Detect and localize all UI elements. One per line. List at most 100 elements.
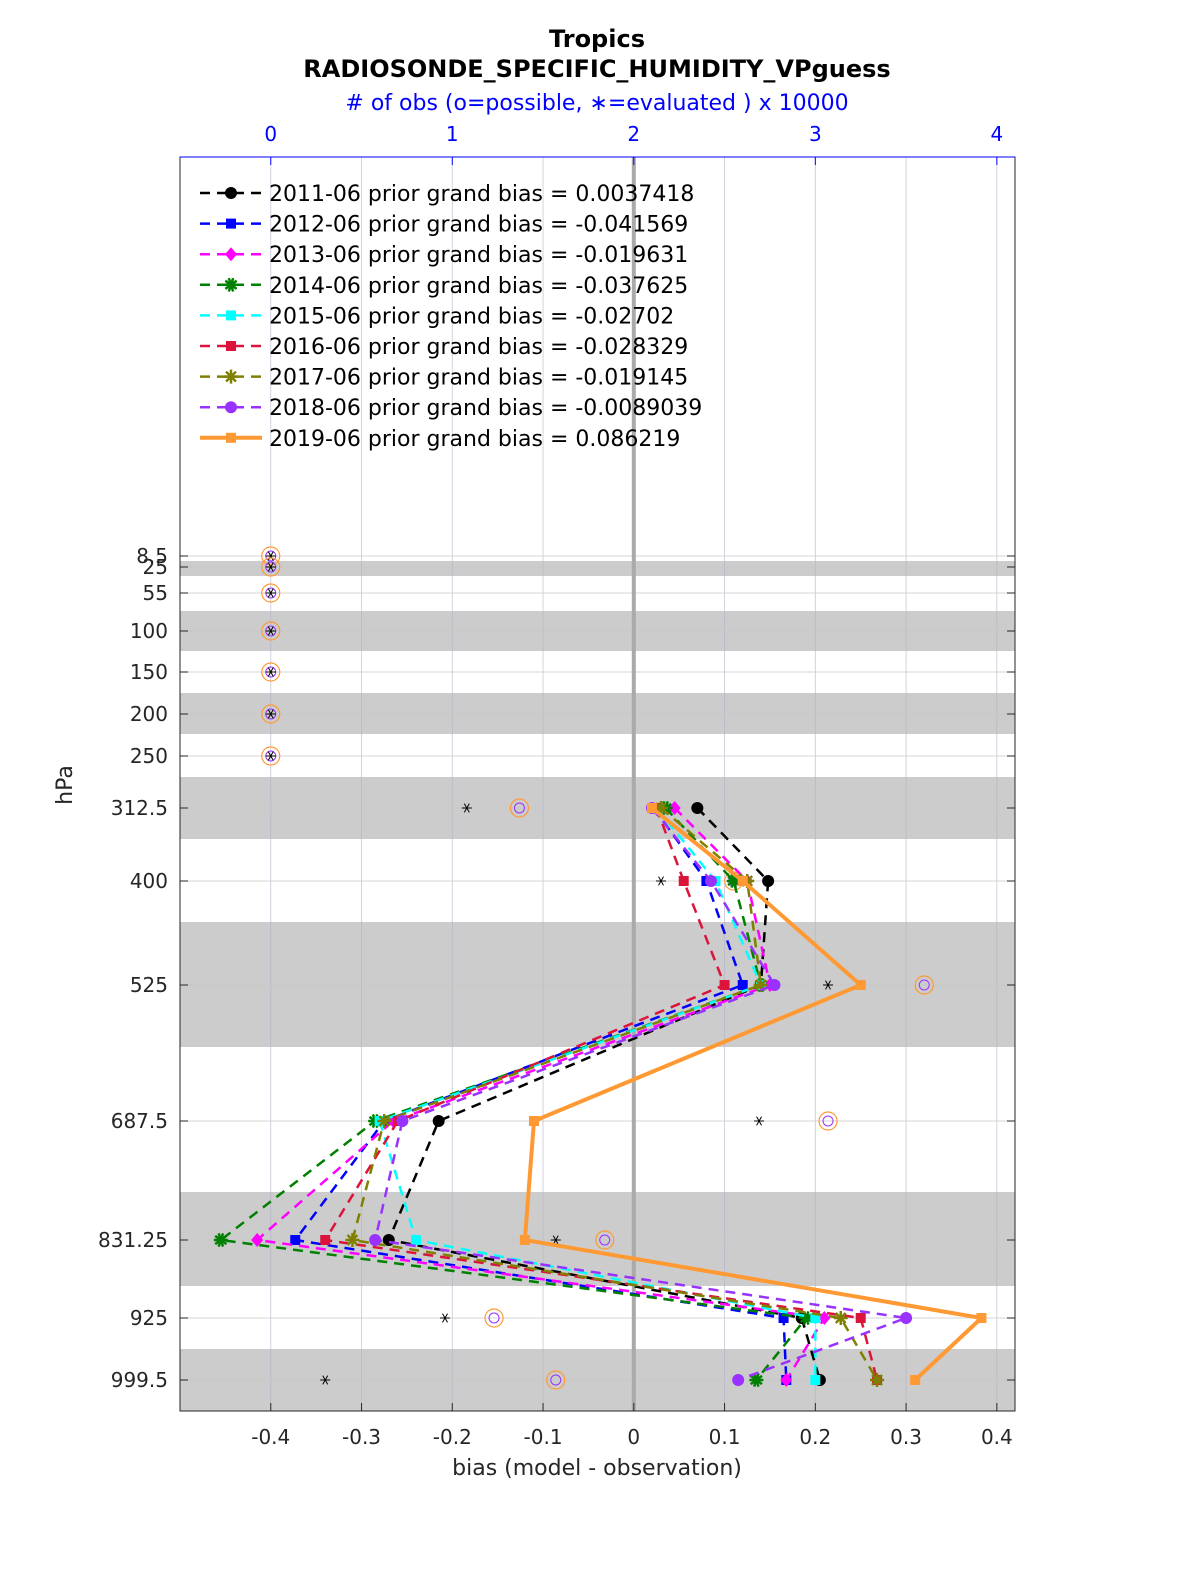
series-point [345,1233,360,1247]
y-tick-label: 100 [130,619,168,643]
y-tick-label: 250 [130,744,168,768]
top-tick-label: 4 [990,122,1003,146]
x-axis-label: bias (model - observation) [452,1456,742,1481]
obs-evaluated-marker [320,1375,331,1385]
series-point [778,1313,789,1323]
top-axis-label: # of obs (o=possible, ∗=evaluated ) x 10… [345,91,848,116]
y-tick-label: 999.5 [111,1368,168,1392]
obs-possible-marker [261,662,281,682]
legend-marker [226,432,236,443]
obs-possible-marker [261,621,281,641]
series-point [870,1373,885,1387]
obs-possible-marker [261,746,281,766]
obs-evaluated-marker [461,803,472,813]
legend-marker [225,247,237,262]
series-point [737,980,748,990]
x-tick-label: 0.2 [799,1425,831,1449]
obs-possible-marker [546,1370,566,1390]
x-tick-label: 0.4 [981,1425,1013,1449]
layer-band [180,561,1015,576]
obs-evaluated-marker [265,667,276,677]
x-tick-label: -0.3 [342,1425,381,1449]
obs-evaluated-marker [440,1313,451,1323]
chart-subtitle: RADIOSONDE_SPECIFIC_HUMIDITY_VPguess [303,55,890,83]
x-tick-label: 0.3 [890,1425,922,1449]
legend-entry: 2016-06 prior grand bias = -0.028329 [269,335,688,360]
series-point [855,1313,866,1323]
obs-evaluated-marker [550,1235,561,1245]
legend-entry: 2012-06 prior grand bias = -0.041569 [269,213,688,238]
layer-band [180,1192,1015,1286]
legend-marker [226,310,236,321]
series-point [519,1235,530,1245]
obs-evaluated-marker [265,562,276,572]
series-point [704,875,717,887]
series-point [213,1232,228,1248]
series-point [251,1233,264,1247]
y-tick-label: 25 [143,555,168,579]
obs-possible-marker [818,1111,838,1131]
series-point [678,876,689,886]
x-tick-label: -0.1 [524,1425,563,1449]
obs-possible-marker [261,546,281,566]
obs-evaluated-marker [265,626,276,636]
obs-possible-marker [914,975,934,995]
obs-possible-marker [261,557,281,577]
y-tick-label: 55 [143,581,168,605]
series-point [377,1114,392,1128]
obs-evaluated-marker [754,1116,765,1126]
legend-entry: 2013-06 prior grand bias = -0.019631 [269,243,688,268]
obs-possible-marker [918,979,930,991]
layer-band [180,693,1015,734]
series-point [719,980,730,990]
y-tick-label: 312.5 [111,796,168,820]
obs-possible-marker [550,1374,562,1386]
obs-evaluated-marker [265,551,276,561]
obs-evaluated-marker [265,709,276,719]
y-tick-label: 831.25 [98,1228,168,1252]
legend-marker [224,277,238,292]
series-point [320,1235,331,1245]
series-point [646,803,657,813]
y-tick-label: 150 [130,660,168,684]
series-point [810,1375,821,1385]
y-tick-label: 8.5 [136,544,168,568]
series-point [737,876,748,886]
obs-possible-marker [261,704,281,724]
obs-possible-marker [822,1115,834,1127]
obs-possible-marker [488,1312,500,1324]
x-tick-label: 0 [627,1425,640,1449]
obs-possible-marker [595,1230,615,1250]
series-point [780,1373,793,1387]
chart-title: Tropics [549,25,645,53]
series-point [290,1235,301,1245]
legend-marker [224,369,238,384]
series-point [768,979,781,991]
y-tick-label: 525 [130,973,168,997]
series-point [432,1115,445,1127]
obs-possible-marker [513,802,525,814]
series-point [691,802,704,814]
obs-evaluated-marker [265,751,276,761]
top-tick-label: 0 [264,122,277,146]
obs-evaluated-marker [656,876,667,886]
legend-entry: 2015-06 prior grand bias = -0.02702 [269,304,674,329]
top-tick-label: 1 [446,122,459,146]
legend-marker [225,187,237,199]
y-tick-label: 200 [130,702,168,726]
obs-possible-marker [599,1234,611,1246]
series-point [732,1374,745,1386]
y-tick-label: 687.5 [111,1109,168,1133]
top-tick-label: 3 [809,122,822,146]
series-point [369,1234,382,1246]
legend-entry: 2019-06 prior grand bias = 0.086219 [269,427,680,452]
series-point [855,980,866,990]
layer-band [180,922,1015,1047]
obs-evaluated-marker [265,588,276,598]
legend-marker [226,218,236,229]
y-tick-label: 400 [130,869,168,893]
series-point [833,1311,848,1325]
series-point [976,1313,987,1323]
